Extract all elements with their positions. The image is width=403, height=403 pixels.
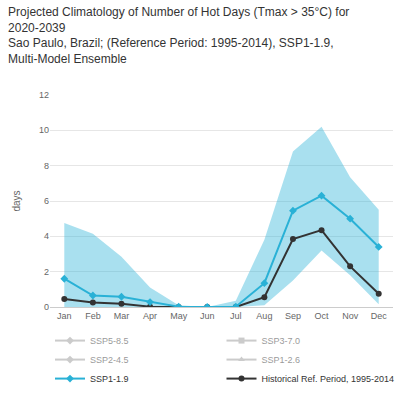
svg-text:SSP2-4.5: SSP2-4.5 (90, 355, 129, 365)
svg-text:SSP3-7.0: SSP3-7.0 (262, 336, 301, 346)
svg-text:Mar: Mar (114, 311, 130, 321)
svg-text:Apr: Apr (143, 311, 157, 321)
svg-text:May: May (170, 311, 188, 321)
svg-text:Jul: Jul (230, 311, 242, 321)
svg-text:2: 2 (44, 267, 49, 277)
svg-text:6: 6 (44, 196, 49, 206)
svg-text:4: 4 (44, 231, 49, 241)
svg-text:Sep: Sep (285, 311, 301, 321)
svg-text:days: days (11, 190, 22, 211)
svg-text:Historical Ref. Period, 1995-2: Historical Ref. Period, 1995-2014 (262, 374, 395, 384)
svg-text:10: 10 (39, 125, 49, 135)
svg-text:SSP5-8.5: SSP5-8.5 (90, 336, 129, 346)
svg-text:Nov: Nov (342, 311, 359, 321)
svg-text:Aug: Aug (256, 311, 272, 321)
svg-text:Feb: Feb (85, 311, 101, 321)
svg-text:Jun: Jun (200, 311, 215, 321)
svg-text:SSP1-1.9: SSP1-1.9 (90, 374, 129, 384)
svg-text:0: 0 (44, 302, 49, 312)
svg-text:Projected Climatology of Numbe: Projected Climatology of Number of Hot D… (8, 5, 349, 66)
svg-text:SSP1-2.6: SSP1-2.6 (262, 355, 301, 365)
svg-text:Dec: Dec (371, 311, 388, 321)
svg-text:Jan: Jan (57, 311, 72, 321)
svg-text:Oct: Oct (315, 311, 330, 321)
svg-text:8: 8 (44, 161, 49, 171)
svg-text:12: 12 (39, 90, 49, 100)
